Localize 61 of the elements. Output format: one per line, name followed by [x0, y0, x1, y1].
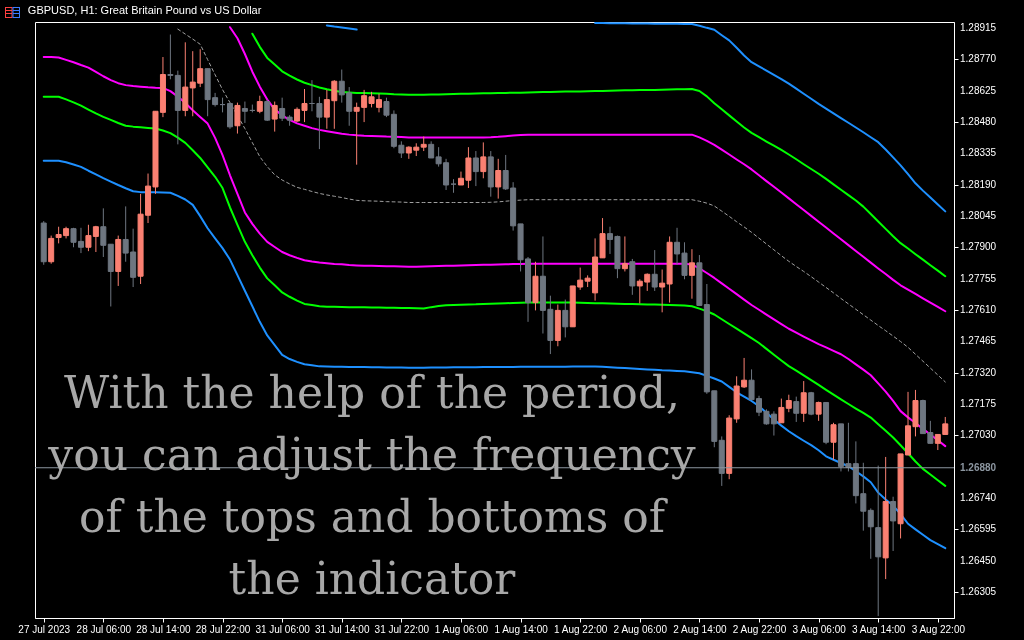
candlestick	[793, 396, 800, 423]
x-tick-label: 2 Aug 06:00	[613, 623, 668, 635]
y-tick-label: 1.28045	[960, 209, 997, 221]
y-tick-label: 1.27900	[960, 241, 997, 253]
y-tick-label: 1.26305	[960, 586, 997, 598]
x-tick-label: 2 Aug 14:00	[673, 623, 728, 635]
y-tick-label: 1.27320	[960, 366, 997, 378]
candlestick	[472, 150, 479, 187]
x-tick-label: 2 Aug 22:00	[732, 623, 787, 635]
y-tick-label: 1.27030	[960, 429, 997, 441]
candlestick	[890, 496, 897, 552]
candlestick	[182, 41, 189, 117]
line-series	[251, 32, 947, 278]
y-tick-label: 1.28915	[960, 21, 997, 33]
candlestick	[621, 235, 628, 272]
x-tick-label: 27 Jul 2023	[18, 623, 71, 635]
y-tick-label: 1.26595	[960, 523, 997, 535]
candlestick	[316, 96, 323, 150]
y-tick-label: 1.28770	[960, 53, 997, 65]
x-tick-label: 31 Jul 06:00	[255, 623, 311, 635]
x-tick-label: 3 Aug 14:00	[852, 623, 906, 635]
candlestick	[688, 248, 695, 300]
x-tick-label: 3 Aug 22:00	[911, 623, 966, 635]
x-tick-label: 1 Aug 22:00	[553, 623, 608, 635]
y-tick-label: 1.27465	[960, 335, 997, 347]
candlestick	[48, 235, 55, 265]
y-tick-label: 1.27175	[960, 397, 997, 409]
x-tick-label: 28 Jul 06:00	[76, 623, 132, 635]
line-series	[42, 95, 947, 487]
candlestick	[227, 102, 233, 130]
candlestick	[562, 299, 569, 338]
candlestick	[271, 101, 278, 133]
x-tick-label: 28 Jul 14:00	[136, 623, 192, 635]
x-tick-label: 31 Jul 22:00	[374, 623, 430, 635]
y-tick-label: 1.27755	[960, 272, 997, 284]
y-tick-label: 1.28190	[960, 178, 997, 190]
candlestick	[480, 141, 487, 179]
candlestick	[867, 507, 874, 560]
y-tick-label: 1.26450	[960, 554, 997, 566]
x-tick-label: 1 Aug 14:00	[494, 623, 549, 635]
candlestick	[651, 249, 658, 292]
y-tick-label: 1.28480	[960, 115, 997, 127]
candlestick	[100, 207, 107, 258]
y-tick-label: 1.26740	[960, 492, 997, 504]
x-tick-label: 31 Jul 14:00	[315, 623, 370, 635]
x-tick-label: 3 Aug 06:00	[792, 623, 847, 635]
annotation: With the help of the period, you can adjust the frequency of the tops and bottoms of the indicator	[47, 366, 697, 606]
y-tick-label: 1.27610	[960, 303, 997, 315]
x-tick-label: 28 Jul 22:00	[195, 623, 251, 635]
candlestick	[830, 422, 837, 461]
y-tick-label: 1.28625	[960, 84, 997, 96]
candlestick	[234, 102, 241, 135]
candlestick	[800, 380, 807, 423]
candlestick	[241, 101, 248, 124]
line-series	[229, 26, 947, 313]
y-tick-label: 1.28335	[960, 147, 997, 159]
candlestick	[495, 158, 502, 200]
chart-title: GBPUSD, H1: Great Britain Pound vs US Dollar	[27, 4, 262, 16]
line-series	[42, 159, 947, 550]
ref-line-label: 1.26880	[960, 461, 997, 473]
x-tick-label: 1 Aug 06:00	[434, 623, 489, 635]
